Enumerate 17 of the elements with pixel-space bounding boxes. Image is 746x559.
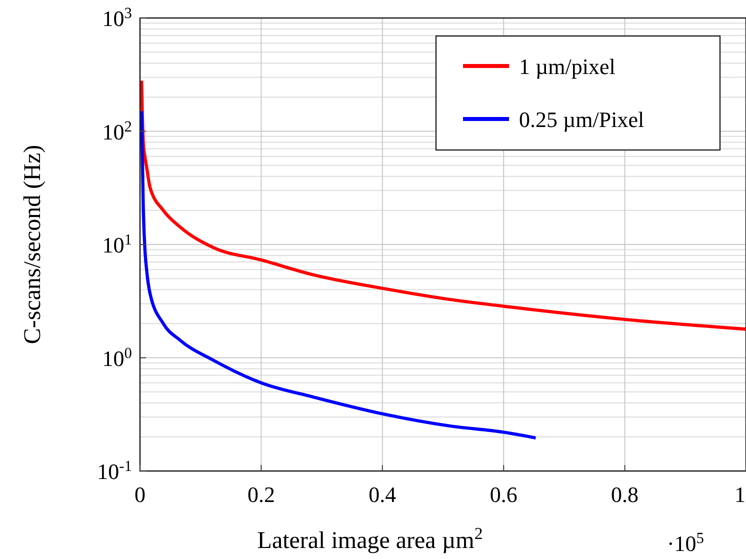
- y-tick-label: 10$^{0}$: [102, 344, 132, 371]
- x-axis-title: Lateral image area µm$^{2}$: [257, 524, 483, 554]
- y-tick-label: 10$^{-1}$: [97, 458, 132, 484]
- x-tick-label: 1: [734, 482, 746, 507]
- y-tick-label: 10$^{1}$: [102, 231, 132, 258]
- x-tick-label: 0: [134, 482, 146, 507]
- x-tick-label: 0.4: [368, 482, 396, 507]
- x-tick-label: 0.8: [611, 482, 639, 507]
- legend-label: 0.25 µm/Pixel: [519, 107, 644, 132]
- y-axis-title: C-scans/second (Hz): [20, 144, 46, 344]
- x-tick-label: 0.2: [247, 482, 275, 507]
- text: ·10$^{5}$: [666, 530, 704, 556]
- y-tick-label: 10$^{3}$: [102, 4, 132, 31]
- legend-label: 1 µm/pixel: [519, 54, 616, 79]
- line-series: [140, 79, 746, 331]
- y-tick-label: 10$^{2}$: [102, 118, 132, 144]
- x-tick-label: 0.6: [490, 482, 518, 507]
